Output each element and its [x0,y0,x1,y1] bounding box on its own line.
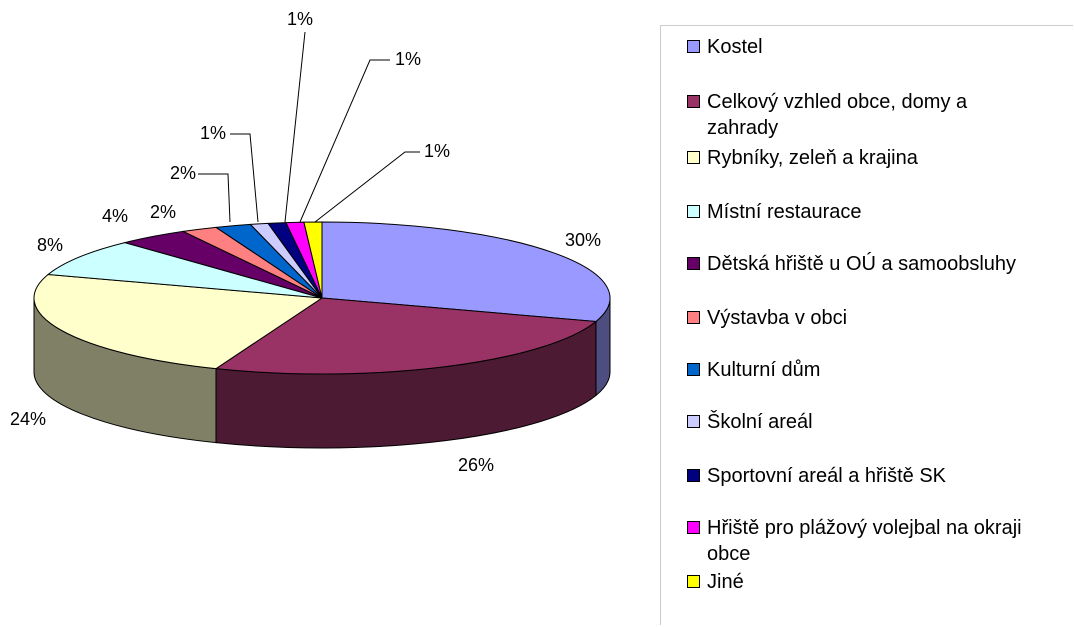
legend-swatch [687,205,700,218]
data-label: 26% [458,455,494,475]
legend-swatch [687,95,700,108]
legend-swatch [687,363,700,376]
leader-line [284,31,306,223]
legend: Kostel Celkový vzhled obce, domy a zahrad… [660,25,1073,625]
legend-label: Dětská hřiště u OÚ a samoobsluhy [707,253,1017,275]
legend-item: Celkový vzhled obce, domy a zahrady [685,89,1027,141]
legend-item: Školní areál [685,409,1027,435]
data-label: 30% [565,230,601,250]
legend-item: Výstavba v obci [685,305,1027,331]
leader-line [314,151,420,223]
data-label: 1% [200,123,226,143]
data-label: 1% [424,141,450,161]
slice [321,221,611,323]
legend-label: Místní restaurace [707,201,862,223]
leader-line [198,173,231,223]
legend-label: Kulturní dům [707,359,821,381]
legend-swatch [687,151,700,164]
legend-label: Sportovní areál a hřiště SK [707,465,947,487]
data-label: 2% [170,163,196,183]
legend-label: Školní areál [707,411,813,433]
legend-swatch [687,521,700,534]
legend-item: Sportovní areál a hřiště SK [685,463,1027,489]
legend-item: Místní restaurace [685,199,1027,225]
leader-line [299,59,390,223]
slice [214,297,598,375]
data-label: 8% [37,235,63,255]
legend-label: Celkový vzhled obce, domy a zahrady [707,91,968,139]
data-label: 24% [10,409,46,429]
legend-item: Kostel [685,34,1027,60]
data-label: 1% [287,9,313,29]
legend-swatch [687,257,700,270]
legend-label: Kostel [707,36,763,58]
legend-label: Výstavba v obci [707,307,848,329]
legend-swatch [687,575,700,588]
legend-item: Dětská hřiště u OÚ a samoobsluhy [685,251,1027,277]
legend-item: Hřiště pro plážový volejbal na okraji ob… [685,515,1027,567]
legend-item: Kulturní dům [685,357,1027,383]
legend-item: Rybníky, zeleň a krajina [685,145,1027,171]
slice [303,221,323,299]
slice [46,242,323,299]
data-label: 2% [150,202,176,222]
legend-item: Jiné [685,569,1027,595]
leader-line [230,133,259,223]
data-label: 4% [102,206,128,226]
legend-swatch [687,40,700,53]
pie-area: 30%26%24%8%4% 2%2%1%1%1%1% [10,9,611,475]
legend-label: Jiné [707,571,744,593]
legend-label: Hřiště pro plážový volejbal na okraji ob… [707,517,1022,565]
slice [33,273,324,370]
data-label: 1% [395,49,421,69]
legend-label: Rybníky, zeleň a krajina [707,147,918,169]
legend-swatch [687,311,700,324]
legend-swatch [687,415,700,428]
legend-swatch [687,469,700,482]
